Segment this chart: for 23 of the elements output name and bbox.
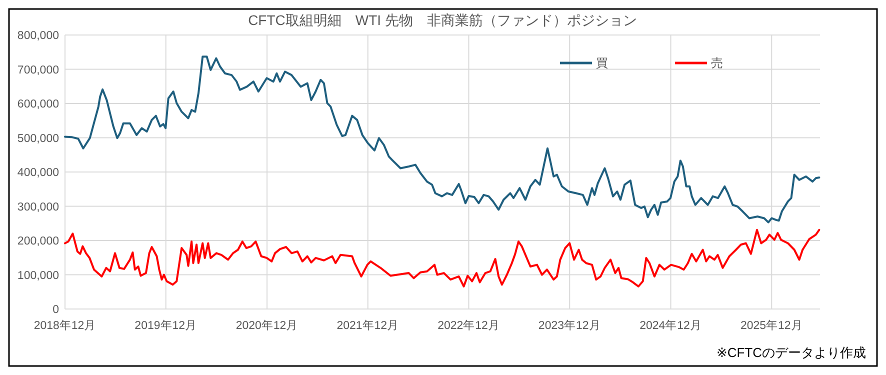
y-tick-label: 400,000	[17, 167, 59, 180]
y-tick-label: 800,000	[17, 30, 59, 42]
y-tick-label: 600,000	[17, 98, 59, 111]
x-tick-label: 2025年12月	[740, 319, 803, 332]
x-tick-label: 2019年12月	[134, 319, 198, 332]
line-series	[64, 56, 820, 224]
x-tick-label: 2024年12月	[640, 319, 702, 332]
line-series	[64, 228, 820, 288]
x-tick-label: 2022年12月	[438, 319, 500, 332]
x-tick-label: 2023年12月	[538, 319, 601, 332]
y-tick-label: 100,000	[17, 270, 59, 282]
y-tick-label: 200,000	[17, 236, 59, 248]
x-tick-label: 2021年12月	[336, 319, 400, 332]
y-tick-label: 0	[52, 304, 59, 316]
x-tick-label: 2018年12月	[34, 319, 96, 332]
y-tick-label: 500,000	[17, 132, 59, 145]
x-tick-label: 2020年12月	[236, 319, 298, 332]
legend-label: 売	[711, 56, 723, 70]
text: ※CFTCのデータより作成	[716, 345, 866, 360]
legend-label: 買	[596, 56, 608, 70]
y-tick-label: 300,000	[17, 201, 59, 214]
chart-title: CFTC取組明細 WTI 先物 非商業筋（ファンド）ポジション	[248, 12, 637, 28]
y-tick-label: 700,000	[17, 64, 59, 76]
